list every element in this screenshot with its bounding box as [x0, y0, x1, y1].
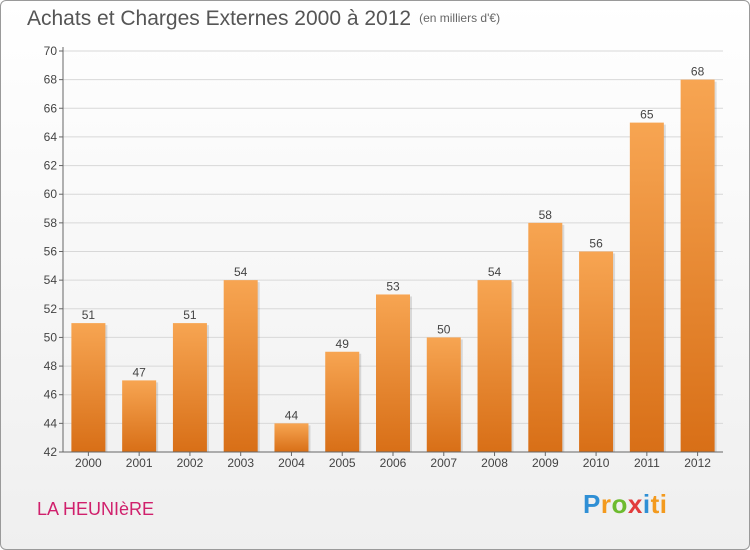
y-tick-label: 54: [44, 273, 58, 287]
x-tick-label: 2005: [329, 456, 356, 470]
title-text: Achats et Charges Externes 2000 à 2012: [27, 7, 412, 30]
logo-letter: r: [600, 489, 612, 519]
data-label: 47: [132, 365, 146, 379]
bar: [680, 79, 715, 453]
x-tick-label: 2007: [430, 456, 457, 470]
chart-subtitle: (en milliers d'€): [419, 11, 501, 25]
y-tick-label: 50: [44, 330, 58, 344]
bar: [629, 122, 664, 452]
data-label: 51: [82, 308, 96, 322]
value-labels: 51 47 51 54 44 49 53 50 54 58 56 65 68: [82, 65, 705, 423]
data-label: 54: [488, 265, 502, 279]
x-tick-label: 2003: [227, 456, 254, 470]
data-label: 58: [539, 208, 553, 222]
axes: 42 44 46 48 50 52 54 56 58 60 62 64 66 68 70 2000 2001 20…: [44, 44, 723, 470]
x-tick-label: 2000: [75, 456, 102, 470]
x-tick-label: 2004: [278, 456, 305, 470]
data-label: 50: [437, 322, 451, 336]
bar: [426, 337, 461, 452]
bar: [528, 222, 563, 452]
data-label: 68: [691, 65, 705, 79]
y-tick-label: 66: [44, 101, 58, 115]
bar: [122, 380, 157, 452]
y-tick-label: 42: [44, 445, 58, 459]
logo-letter: x: [627, 489, 643, 519]
x-tick-label: 2010: [583, 456, 610, 470]
bar: [477, 280, 512, 452]
y-tick-label: 44: [44, 416, 58, 430]
x-tick-label: 2009: [532, 456, 559, 470]
x-tick-label: 2008: [481, 456, 508, 470]
data-label: 49: [336, 337, 350, 351]
place-name: LA HEUNIèRE: [37, 499, 155, 519]
x-tick-label: 2002: [177, 456, 204, 470]
logo-letter: P: [583, 489, 601, 519]
y-tick-label: 58: [44, 216, 58, 230]
chart-title: Achats et Charges Externes 2000 à 2012 (e…: [27, 7, 500, 31]
bars: [71, 79, 717, 453]
bar: [274, 423, 309, 452]
y-tick-label: 62: [44, 159, 58, 173]
x-tick-label: 2011: [634, 456, 660, 470]
x-tick-label: 2006: [380, 456, 407, 470]
logo-letter: ti: [650, 489, 668, 519]
y-tick-label: 52: [44, 302, 58, 316]
bar: [71, 323, 106, 452]
bar: [376, 294, 410, 452]
data-label: 51: [183, 308, 197, 322]
bar: [579, 251, 614, 452]
data-label: 56: [589, 237, 603, 251]
data-label: 44: [285, 408, 299, 422]
y-tick-label: 68: [44, 73, 58, 87]
bar: [325, 351, 360, 452]
y-tick-label: 46: [44, 388, 58, 402]
y-tick-label: 70: [44, 44, 58, 58]
y-tick-label: 60: [44, 187, 58, 201]
bar: [172, 323, 207, 452]
logo-letter: i: [642, 489, 651, 519]
y-tick-label: 64: [44, 130, 58, 144]
data-label: 54: [234, 265, 248, 279]
y-tick-label: 56: [44, 245, 58, 259]
data-label: 53: [386, 279, 400, 293]
bar: [223, 280, 258, 452]
logo-letter: o: [611, 489, 628, 519]
y-tick-label: 48: [44, 359, 58, 373]
x-tick-label: 2012: [684, 456, 711, 470]
proxiti-logo: Proxiti: [583, 489, 667, 520]
data-label: 65: [640, 108, 654, 122]
x-tick-label: 2001: [126, 456, 153, 470]
